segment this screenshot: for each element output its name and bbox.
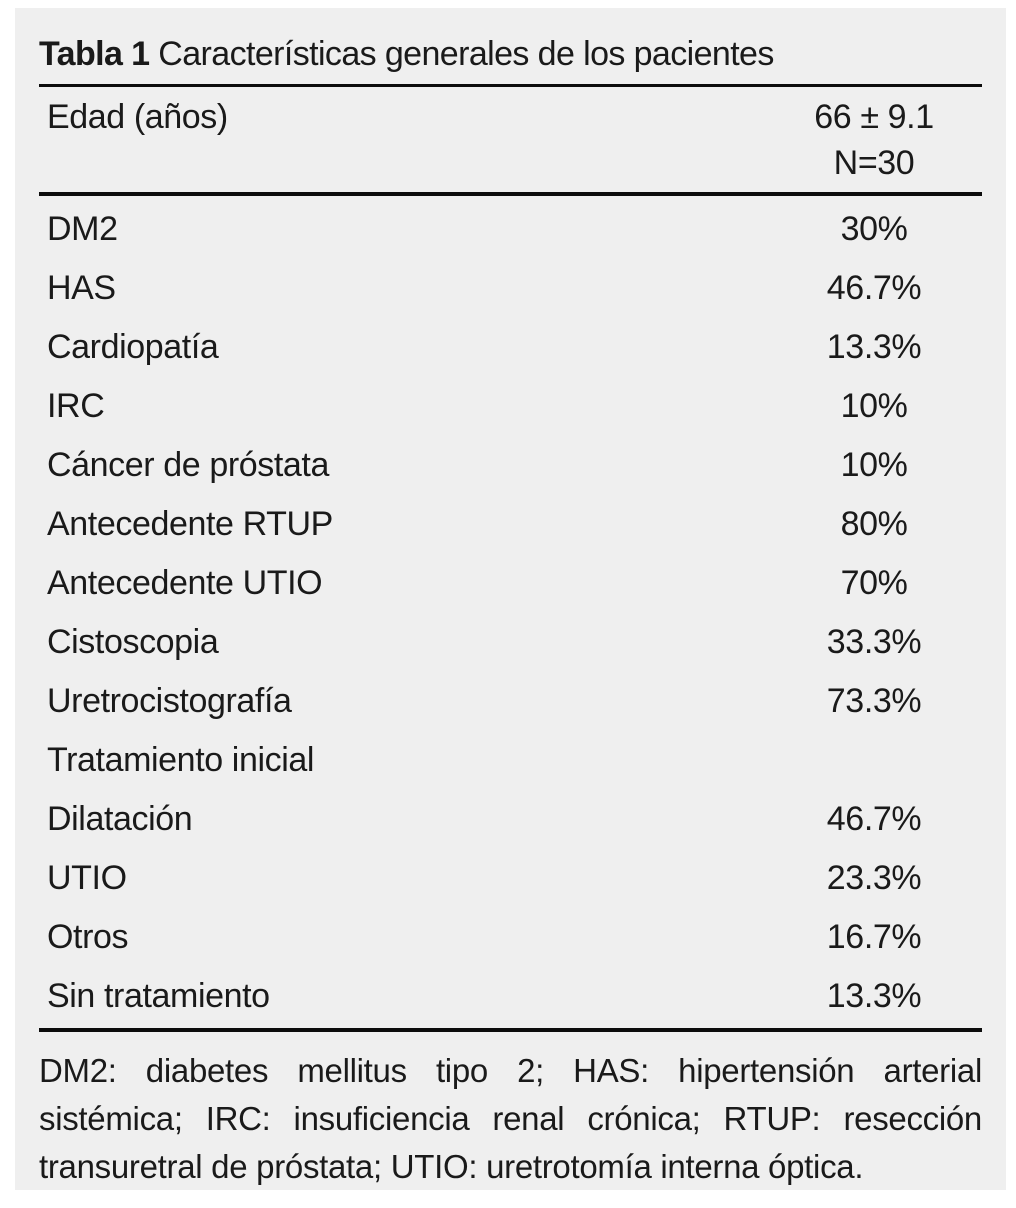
row-label: Tratamiento inicial [47, 741, 315, 779]
row-value: 73.3% [826, 682, 922, 720]
table-panel: Tabla 1 Características generales de los… [15, 8, 1006, 1190]
table-row: Cardiopatía 13.3% [39, 318, 982, 377]
row-value: 10% [840, 446, 908, 484]
row-label: Cáncer de próstata [47, 446, 329, 484]
row-label: Dilatación [47, 800, 193, 838]
rule-top [39, 84, 982, 87]
table-row: HAS 46.7% [39, 259, 982, 318]
table-footnote: DM2: diabetes mellitus tipo 2; HAS: hipe… [39, 1052, 982, 1185]
table-body: DM2 30% HAS 46.7% Cardiopatía 13.3% IRC … [39, 196, 982, 1028]
row-value: 46.7% [826, 800, 922, 838]
rule-header-bottom [39, 192, 982, 196]
table-row: UTIO 23.3% [39, 849, 982, 908]
row-label: Uretrocistografía [47, 682, 292, 720]
table-row: DM2 30% [39, 200, 982, 259]
row-value: 23.3% [826, 859, 922, 897]
row-label: Cardiopatía [47, 328, 219, 366]
row-value: 16.7% [826, 918, 922, 956]
row-label: DM2 [47, 210, 118, 248]
row-value: 13.3% [826, 328, 922, 366]
row-label: HAS [47, 269, 116, 307]
row-value: 80% [840, 505, 908, 543]
row-label: Sin tratamiento [47, 977, 270, 1015]
table-row: Otros 16.7% [39, 908, 982, 967]
row-label: Otros [47, 918, 129, 956]
row-label: UTIO [47, 859, 127, 897]
table-row: Sin tratamiento 13.3% [39, 967, 982, 1026]
table-row: Antecedente UTIO 70% [39, 554, 982, 613]
table-number: Tabla 1 [39, 35, 150, 73]
row-label: Antecedente RTUP [47, 505, 333, 543]
table-row: Uretrocistografía 73.3% [39, 672, 982, 731]
header-value-column: 66 ± 9.1 N=30 [766, 94, 982, 186]
table-row: Cistoscopia 33.3% [39, 613, 982, 672]
row-value: 33.3% [826, 623, 922, 661]
table-row: IRC 10% [39, 377, 982, 436]
rule-body-bottom [39, 1028, 982, 1032]
table-title: Tabla 1 Características generales de los… [39, 8, 982, 75]
row-value: 30% [840, 210, 908, 248]
table-header-row: Edad (años) 66 ± 9.1 N=30 [39, 87, 982, 192]
table-row: Antecedente RTUP 80% [39, 495, 982, 554]
row-label: Antecedente UTIO [47, 564, 323, 602]
row-label: IRC [47, 387, 105, 425]
table-row: Cáncer de próstata 10% [39, 436, 982, 495]
row-value: 46.7% [826, 269, 922, 307]
row-label: Cistoscopia [47, 623, 219, 661]
table-row: Tratamiento inicial [39, 731, 982, 790]
header-label: Edad (años) [47, 98, 228, 136]
table-row: Dilatación 46.7% [39, 790, 982, 849]
row-value: 70% [840, 564, 908, 602]
header-value-line1: 66 ± 9.1 [814, 98, 934, 136]
table-caption: Características generales de los pacient… [158, 35, 774, 73]
row-value: 13.3% [826, 977, 922, 1015]
row-value: 10% [840, 387, 908, 425]
header-value-line2: N=30 [833, 144, 915, 182]
